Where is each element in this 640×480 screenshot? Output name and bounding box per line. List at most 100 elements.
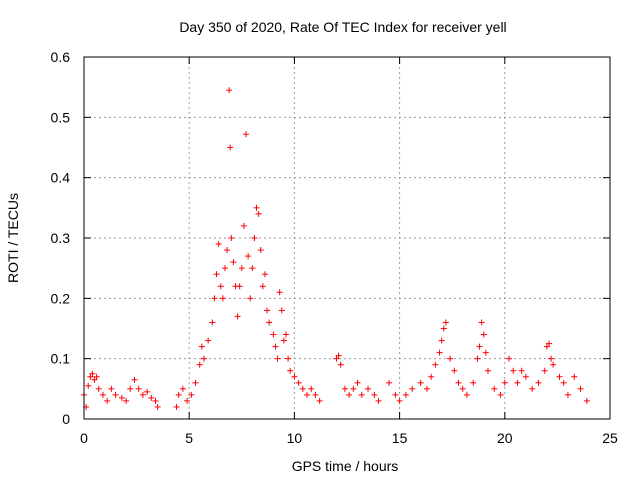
data-point: [386, 379, 393, 386]
data-point: [184, 397, 191, 404]
data-point: [333, 355, 340, 362]
data-point: [274, 355, 281, 362]
y-tick-label: 0.1: [51, 351, 71, 367]
data-point: [198, 343, 205, 350]
data-point: [259, 283, 266, 290]
y-tick-label: 0.3: [51, 230, 71, 246]
data-point: [501, 379, 508, 386]
data-point: [280, 337, 287, 344]
data-point: [272, 343, 279, 350]
data-point: [209, 319, 216, 326]
data-point: [287, 367, 294, 374]
data-point: [510, 367, 517, 374]
data-point: [245, 253, 252, 260]
data-point: [257, 247, 264, 254]
data-point: [518, 367, 525, 374]
data-point: [253, 204, 260, 211]
data-point: [440, 325, 447, 332]
data-point: [417, 379, 424, 386]
data-point: [470, 379, 477, 386]
data-point: [228, 235, 235, 241]
tick-labels: 0 5 10 15 20 25 0 0.1 0.2 0.3 0.4 0.5 0.6: [51, 49, 618, 446]
plot-frame: [83, 56, 611, 420]
data-point: [308, 385, 315, 392]
y-tick-label: 0: [62, 411, 70, 427]
data-point: [438, 337, 445, 344]
data-point: [341, 385, 348, 392]
data-point: [266, 319, 273, 326]
data-point: [148, 394, 155, 401]
data-point: [196, 361, 203, 368]
data-point: [276, 289, 283, 296]
data-point: [227, 144, 234, 151]
data-point: [436, 349, 443, 356]
data-point: [550, 361, 557, 368]
data-point: [545, 340, 552, 347]
data-point: [224, 247, 231, 254]
data-point: [213, 271, 220, 278]
data-point: [316, 397, 323, 404]
data-point: [234, 313, 241, 320]
data-point: [215, 241, 222, 248]
data-point: [543, 343, 550, 350]
data-point: [459, 385, 466, 392]
data-point: [548, 355, 555, 362]
data-point: [236, 283, 243, 290]
data-point: [104, 397, 111, 404]
data-point: [247, 295, 254, 302]
data-point: [506, 355, 513, 362]
x-tick-label: 10: [287, 430, 303, 446]
data-point: [522, 373, 529, 380]
data-point: [335, 352, 342, 359]
data-point: [358, 391, 365, 398]
data-point: [89, 370, 96, 377]
data-point: [346, 391, 353, 398]
data-point: [200, 355, 207, 362]
data-point: [375, 397, 382, 404]
data-point: [556, 373, 563, 380]
data-point: [85, 382, 92, 389]
data-point: [299, 385, 306, 392]
data-point: [282, 331, 289, 338]
x-tick-label: 15: [392, 430, 408, 446]
data-point: [139, 391, 146, 398]
data-point: [484, 367, 491, 374]
y-axis-title: ROTI / TECUs: [5, 193, 21, 283]
data-point: [564, 391, 571, 398]
data-point: [295, 379, 302, 386]
data-point: [243, 131, 250, 138]
data-point: [192, 379, 199, 386]
data-point: [396, 397, 403, 404]
chart-title: Day 350 of 2020, Rate Of TEC Index for r…: [179, 19, 506, 35]
data-point: [173, 403, 180, 410]
data-point: [152, 397, 159, 404]
data-point: [442, 319, 449, 326]
data-point: [154, 403, 161, 410]
data-point: [365, 385, 372, 392]
data-point: [529, 385, 536, 392]
data-points: [81, 87, 590, 410]
data-point: [447, 355, 454, 362]
data-point: [535, 379, 542, 386]
data-point: [350, 385, 357, 392]
data-point: [571, 373, 578, 380]
y-tick-label: 0.2: [51, 290, 71, 306]
x-tick-label: 25: [602, 430, 618, 446]
data-point: [409, 385, 416, 392]
data-point: [112, 391, 119, 398]
data-point: [451, 367, 458, 374]
y-tick-label: 0.5: [51, 109, 71, 125]
data-point: [428, 373, 435, 380]
data-point: [255, 210, 262, 217]
data-point: [230, 259, 237, 266]
data-point: [221, 265, 228, 272]
data-point: [108, 385, 115, 392]
data-point: [392, 391, 399, 398]
data-point: [354, 379, 361, 386]
data-point: [179, 385, 186, 392]
data-point: [99, 391, 106, 398]
data-point: [238, 265, 245, 272]
data-point: [270, 331, 277, 338]
data-point: [240, 222, 247, 229]
